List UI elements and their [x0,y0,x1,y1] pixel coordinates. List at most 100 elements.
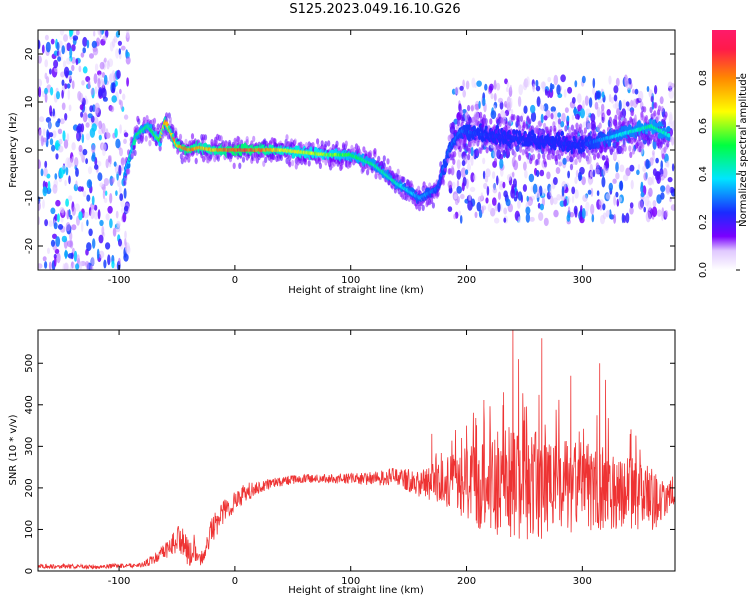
spectrogram-noise-cell [93,115,98,125]
spectrogram-noise-cell [74,203,80,212]
spectrogram-noise-cell [491,171,496,180]
spectrogram-noise-cell [119,124,122,134]
spectrogram-noise-cell [636,169,640,176]
spectrogram-noise-cell [618,100,622,111]
spectrogram-noise-cell [89,53,94,59]
spectrogram-noise-cell [52,184,58,194]
spectrogram-halo-cell [446,157,450,164]
spectrogram-halo-cell [468,117,473,124]
spectrogram-noise-cell [42,186,48,197]
spectrogram-halo-cell [588,122,592,130]
spectrogram-noise-cell [105,158,109,169]
spectrogram-xtick-label: 200 [457,275,476,286]
spectrogram-halo-cell [579,123,583,130]
spectrogram-noise-cell [448,187,453,194]
spectrogram-halo-cell [608,116,613,124]
spectrogram-noise-cell [562,157,567,165]
spectrogram-halo-cell [209,153,213,160]
spectrogram-noise-cell [98,120,103,130]
spectrogram-noise-cell [474,211,478,218]
spectrogram-noise-cell [57,224,64,230]
spectrogram-ridge-cell [666,126,671,132]
spectrogram-noise-cell [52,233,57,239]
spectrogram-noise-cell [571,195,575,204]
spectrogram-noise-cell [578,171,582,182]
spectrogram-noise-cell [585,108,591,116]
spectrogram-noise-cell [601,155,606,161]
spectrogram-noise-cell [549,82,553,93]
spectrogram-ytick-label: 0 [24,147,35,153]
spectrogram-noise-cell [103,259,107,269]
spectrogram-noise-cell [45,41,51,53]
spectrogram-halo-cell [279,154,283,161]
spectrogram-noise-cell [65,166,69,176]
spectrogram-noise-cell [594,101,599,110]
snr-xlabel: Height of straight line (km) [288,585,424,596]
spectrogram-noise-cell [588,176,592,186]
spectrogram-noise-cell [65,198,69,207]
spectrogram-noise-cell [596,91,601,99]
spectrogram-noise-cell [88,228,93,237]
spectrogram-noise-cell [665,184,671,194]
spectrogram-noise-cell [651,206,658,218]
spectrogram-noise-cell [123,138,127,145]
spectrogram-noise-cell [90,88,95,96]
spectrogram-noise-cell [563,89,567,98]
spectrogram-noise-cell [56,252,61,264]
spectrogram-noise-cell [476,80,482,87]
spectrogram-noise-cell [606,109,611,116]
spectrogram-noise-cell [48,121,51,130]
spectrogram-halo-cell [461,116,465,124]
spectrogram-noise-cell [71,224,77,231]
spectrogram-noise-cell [474,103,480,110]
spectrogram-halo-cell [288,154,292,162]
spectrogram-noise-cell [499,101,504,110]
spectrogram-halo-cell [318,162,322,169]
spectrogram-noise-cell [569,211,575,218]
spectrogram-halo-cell [518,124,522,131]
spectrogram-noise-cell [526,195,529,202]
spectrogram-noise-cell [123,132,129,138]
spectrogram-noise-cell [123,114,129,120]
spectrogram-noise-cell [71,156,75,168]
spectrogram-noise-cell [462,89,467,98]
spectrogram-noise-cell [671,163,675,172]
spectrogram-halo-cell [443,166,447,173]
spectrogram-halo-cell [583,127,588,134]
spectrogram-noise-cell [630,99,634,107]
spectrogram-halo-cell [316,138,320,145]
spectrogram-halo-cell [454,144,458,151]
spectrogram-noise-cell [71,142,76,151]
spectrogram-noise-cell [563,198,567,207]
spectrogram-noise-cell [661,210,664,222]
spectrogram-noise-cell [76,132,79,140]
spectrogram-noise-cell [67,253,74,259]
spectrogram-halo-cell [442,179,446,186]
spectrogram-halo-cell [436,190,440,197]
spectrogram-noise-cell [550,106,556,113]
spectrogram-noise-cell [41,44,45,54]
spectrogram-marks [38,30,675,270]
spectrogram-noise-cell [75,167,79,177]
spectrogram-noise-cell [490,110,497,120]
spectrogram-noise-cell [107,205,113,214]
spectrogram-noise-cell [529,216,535,222]
spectrogram-noise-cell [518,84,523,96]
spectrogram-noise-cell [57,56,62,62]
spectrogram-halo-cell [549,125,553,133]
spectrogram-noise-cell [86,242,92,252]
spectrogram-halo-cell [430,197,434,205]
spectrogram-xtick-label: 100 [341,275,360,286]
spectrogram-noise-cell [582,100,585,110]
spectrogram-noise-cell [65,157,71,168]
spectrogram-noise-cell [460,193,465,200]
spectrogram-ridge-cell [657,121,662,128]
spectrogram-noise-cell [71,80,75,90]
spectrogram-noise-cell [63,139,69,149]
spectrogram-noise-cell [96,248,100,260]
spectrogram-noise-cell [567,206,571,214]
snr-xtick-label: 300 [573,576,592,587]
snr-ytick-label: 400 [24,395,35,414]
spectrogram-noise-cell [119,147,123,157]
spectrogram-noise-cell [590,203,595,215]
